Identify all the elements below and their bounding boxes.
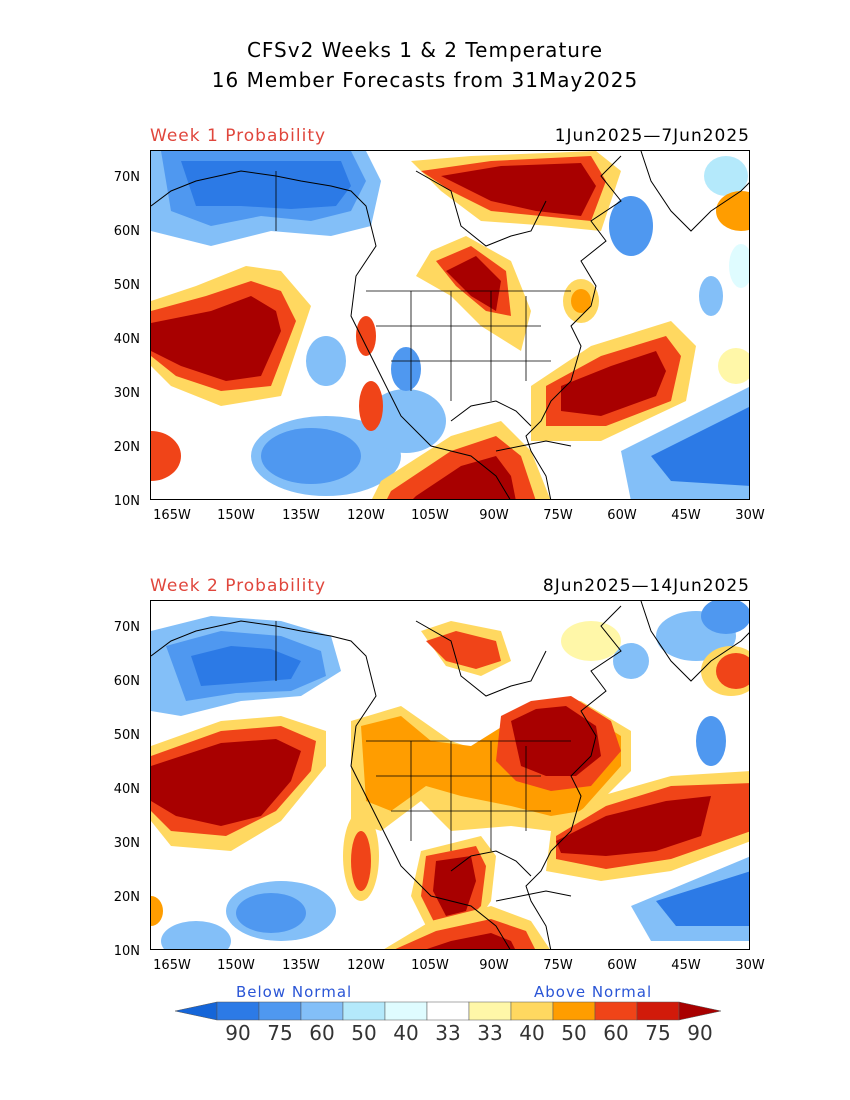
lat-label: 40N <box>113 332 140 347</box>
legend-swatch <box>258 1001 302 1021</box>
legend-value: 40 <box>393 1021 419 1045</box>
lon-label: 105W <box>411 508 449 523</box>
legend-swatch <box>342 1001 386 1021</box>
lon-label: 150W <box>217 508 255 523</box>
legend-value: 75 <box>645 1021 671 1045</box>
lon-label: 105W <box>411 958 449 973</box>
legend-value: 60 <box>603 1021 629 1045</box>
lat-label: 10N <box>113 494 140 509</box>
legend-swatch <box>426 1001 470 1021</box>
lat-label: 60N <box>113 674 140 689</box>
legend-swatch <box>216 1001 260 1021</box>
legend-swatch <box>552 1001 596 1021</box>
lat-label: 40N <box>113 782 140 797</box>
below-normal-regions <box>151 151 749 499</box>
coastline-outlines <box>151 151 749 499</box>
legend-swatch <box>468 1001 512 1021</box>
coastline-outlines <box>151 601 749 949</box>
lon-label: 150W <box>217 958 255 973</box>
legend-arrow-right <box>678 1001 722 1021</box>
lon-label: 30W <box>735 508 765 523</box>
legend-value: 60 <box>309 1021 335 1045</box>
above-normal-regions <box>151 151 749 499</box>
legend-swatch <box>510 1001 554 1021</box>
week2-map <box>150 600 750 950</box>
lat-label: 50N <box>113 728 140 743</box>
lon-label: 165W <box>153 508 191 523</box>
lon-label: 45W <box>671 958 701 973</box>
lat-label: 20N <box>113 440 140 455</box>
lon-label: 75W <box>543 958 573 973</box>
lat-label: 30N <box>113 836 140 851</box>
legend-value: 33 <box>477 1021 503 1045</box>
lon-label: 165W <box>153 958 191 973</box>
legend-value: 40 <box>519 1021 545 1045</box>
lat-label: 50N <box>113 278 140 293</box>
legend-value: 50 <box>351 1021 377 1045</box>
legend-value: 75 <box>267 1021 293 1045</box>
week1-map <box>150 150 750 500</box>
chart-title-line2: 16 Member Forecasts from 31May2025 <box>211 68 639 92</box>
state-borders <box>275 621 571 851</box>
lat-label: 30N <box>113 386 140 401</box>
lat-label: 10N <box>113 944 140 959</box>
legend-swatch <box>384 1001 428 1021</box>
lon-label: 120W <box>347 958 385 973</box>
state-borders <box>275 171 571 401</box>
legend-above-normal: Above Normal <box>534 983 653 1001</box>
lon-label: 60W <box>607 508 637 523</box>
lat-label: 20N <box>113 890 140 905</box>
lon-label: 30W <box>735 958 765 973</box>
legend-below-normal: Below Normal <box>236 983 353 1001</box>
week2-probability-field <box>151 601 749 949</box>
legend-swatch <box>594 1001 638 1021</box>
legend-colorbar <box>175 1001 722 1021</box>
legend-value: 50 <box>561 1021 587 1045</box>
lon-label: 90W <box>479 508 509 523</box>
legend-value: 33 <box>435 1021 461 1045</box>
legend-swatch <box>300 1001 344 1021</box>
lat-label: 70N <box>113 170 140 185</box>
chart-title-line1: CFSv2 Weeks 1 & 2 Temperature <box>246 38 604 62</box>
week1-dates: 1Jun2025—7Jun2025 <box>554 126 750 146</box>
lon-label: 135W <box>282 958 320 973</box>
lon-label: 75W <box>543 508 573 523</box>
lon-label: 120W <box>347 508 385 523</box>
lat-label: 60N <box>113 224 140 239</box>
week2-dates: 8Jun2025—14Jun2025 <box>542 576 750 596</box>
legend-arrow-left <box>175 1001 218 1021</box>
lon-label: 90W <box>479 958 509 973</box>
lon-label: 135W <box>282 508 320 523</box>
legend-value: 90 <box>687 1021 713 1045</box>
lon-label: 45W <box>671 508 701 523</box>
legend-value: 90 <box>225 1021 251 1045</box>
below-normal-regions <box>151 601 749 949</box>
week1-label: Week 1 Probability <box>150 126 327 146</box>
week1-probability-field <box>151 151 749 499</box>
legend-swatch <box>636 1001 680 1021</box>
week2-label: Week 2 Probability <box>150 576 327 596</box>
lon-label: 60W <box>607 958 637 973</box>
lat-label: 70N <box>113 620 140 635</box>
